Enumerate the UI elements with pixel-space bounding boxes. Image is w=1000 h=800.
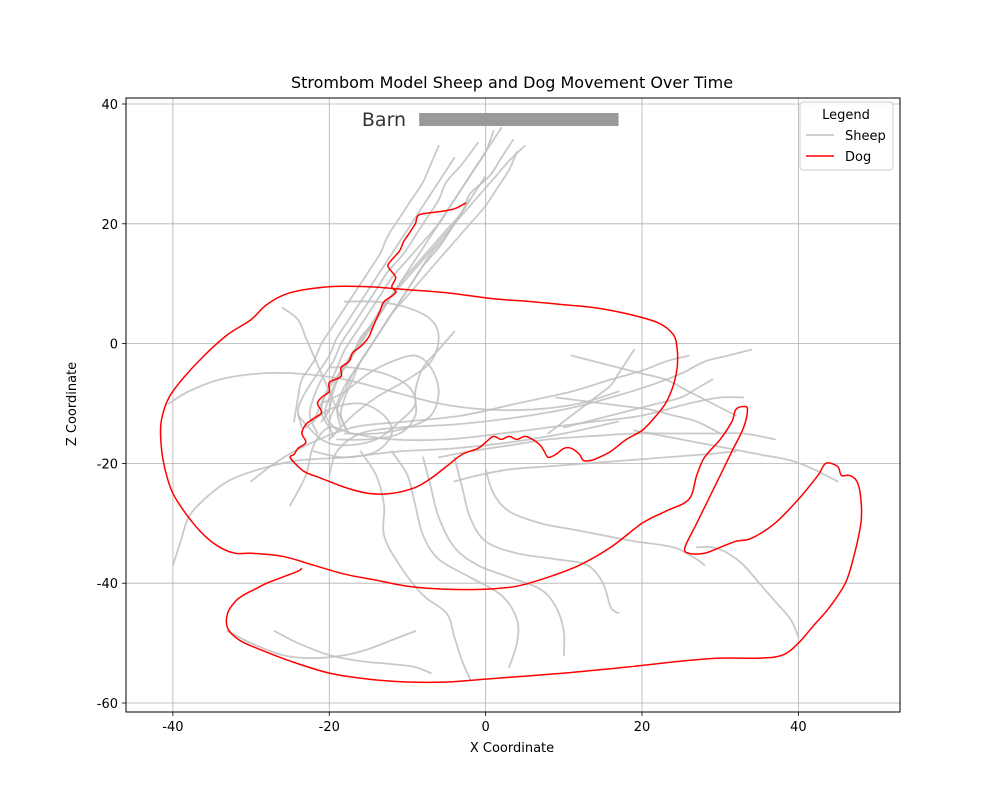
x-tick-label: 20 [634, 720, 651, 735]
sheep-path [547, 348, 636, 435]
sheep-path [437, 432, 776, 459]
sheep-path [328, 300, 440, 441]
y-tick-label: 20 [101, 218, 118, 233]
legend-label-dog: Dog [845, 150, 871, 165]
barn: Barn [362, 109, 619, 131]
sheep-path [320, 145, 526, 429]
dog-path [159, 202, 863, 684]
barn-label: Barn [362, 109, 406, 131]
x-tick-label: 40 [790, 720, 807, 735]
sheep-path [562, 378, 714, 429]
sheep-path [289, 396, 745, 507]
sheep-path [695, 545, 800, 638]
sheep-path [633, 429, 839, 483]
sheep-path [324, 127, 503, 432]
sheep-path [297, 157, 456, 429]
y-tick-label: -60 [97, 697, 118, 712]
sheep-path [308, 142, 479, 435]
x-tick-label: -40 [162, 720, 183, 735]
sheep-path [359, 450, 471, 680]
sheep-path [273, 630, 432, 674]
legend-box [799, 101, 894, 171]
sheep-path [422, 456, 566, 656]
legend-label-sheep: Sheep [845, 129, 886, 144]
legend-title: Legend [822, 108, 870, 123]
legend: Legend Sheep Dog [799, 101, 894, 171]
sheep-path [281, 306, 346, 429]
sheep-path [336, 175, 487, 429]
sheep-path [336, 330, 456, 441]
sheep-path [570, 354, 737, 417]
sheep-path [390, 450, 520, 668]
sheep-trajectories [168, 127, 839, 680]
sheep-path [328, 151, 518, 438]
sheep-path [293, 145, 440, 423]
y-axis-ticks: -60 -40 -20 0 20 40 [97, 98, 126, 712]
sheep-path [320, 354, 440, 435]
y-tick-label: -40 [97, 577, 118, 592]
sheep-path [453, 450, 737, 483]
y-axis-label: Z Coordinate [65, 362, 80, 446]
sheep-path [297, 366, 417, 447]
x-axis-ticks: -40 -20 0 20 40 [162, 712, 807, 735]
x-axis-label: X Coordinate [470, 741, 554, 756]
chart-title: Strombom Model Sheep and Dog Movement Ov… [291, 73, 733, 92]
sheep-path [304, 402, 393, 459]
plot-frame [125, 97, 901, 713]
sheep-path [226, 630, 417, 659]
barn-bar [419, 112, 619, 126]
x-tick-label: -20 [319, 720, 340, 735]
sheep-path [453, 456, 620, 615]
y-tick-label: 0 [110, 338, 118, 353]
y-tick-label: 40 [101, 98, 118, 113]
x-tick-label: 0 [481, 720, 489, 735]
y-tick-label: -20 [97, 457, 118, 472]
grid [126, 98, 900, 712]
dog-trajectory [159, 202, 863, 684]
sheep-path [168, 371, 620, 412]
